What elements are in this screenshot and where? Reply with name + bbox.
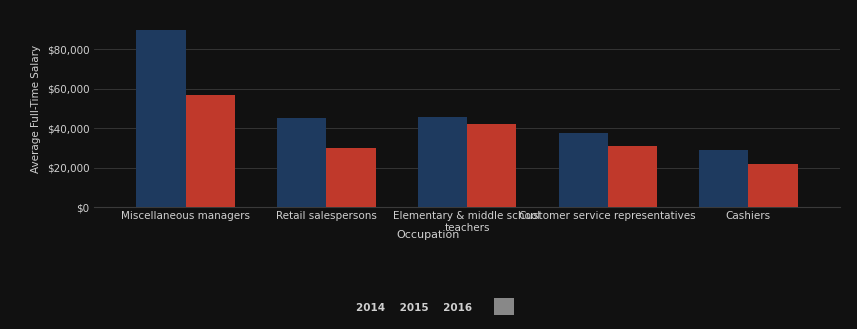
- Bar: [748, 164, 798, 207]
- Bar: [467, 124, 516, 207]
- Bar: [608, 146, 657, 207]
- Bar: [418, 117, 467, 207]
- Bar: [186, 95, 235, 207]
- Text: 2014    2015    2016: 2014 2015 2016: [356, 303, 472, 313]
- Bar: [327, 148, 375, 207]
- Y-axis label: Average Full-Time Salary: Average Full-Time Salary: [31, 44, 41, 173]
- Bar: [136, 30, 186, 207]
- Bar: [559, 133, 608, 207]
- Bar: [277, 118, 327, 207]
- Text: Occupation: Occupation: [397, 230, 460, 240]
- Bar: [699, 150, 748, 207]
